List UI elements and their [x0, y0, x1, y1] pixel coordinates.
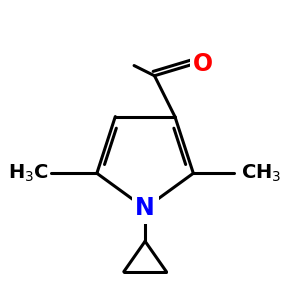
Text: O: O	[192, 52, 212, 76]
Text: N: N	[135, 196, 155, 220]
Text: H$_3$C: H$_3$C	[8, 163, 49, 184]
Text: CH$_3$: CH$_3$	[242, 163, 282, 184]
